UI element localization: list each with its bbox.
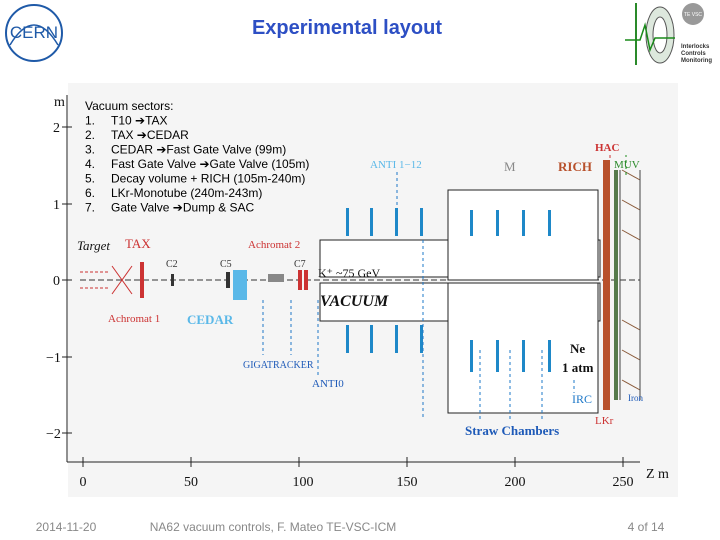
- y-label: 0: [53, 274, 60, 289]
- label: ANTI0: [312, 378, 344, 390]
- label: CEDAR: [187, 312, 234, 327]
- label: Achromat 2: [248, 239, 300, 251]
- item-text: Decay volume + RICH (105m-240m): [111, 172, 305, 186]
- y-label: 1: [53, 198, 60, 213]
- y-label: 2: [53, 121, 60, 136]
- item-text: TAX ➔CEDAR: [111, 128, 189, 142]
- logo-line: Controls: [681, 51, 706, 57]
- item-number: 6.: [85, 186, 95, 200]
- x-label: 250: [613, 475, 634, 490]
- label: Target: [77, 238, 110, 253]
- item-text: LKr-Monotube (240m-243m): [111, 186, 262, 200]
- item-number: 4.: [85, 157, 95, 171]
- item-number: 5.: [85, 172, 95, 186]
- footer-center: NA62 vacuum controls, F. Mateo TE-VSC-IC…: [150, 520, 397, 534]
- label: 1 atm: [562, 360, 594, 375]
- footer-page: 4 of 14: [628, 520, 665, 534]
- x-label: 0: [80, 475, 87, 490]
- x-label: 150: [397, 475, 418, 490]
- label: IRC: [572, 392, 592, 406]
- logo-line: Interlocks: [681, 44, 710, 50]
- label: C2: [166, 259, 178, 270]
- axis-unit: Z m: [646, 467, 669, 482]
- badge: TE VSC: [684, 12, 702, 18]
- label: MUV: [614, 159, 640, 171]
- x-label: 50: [184, 475, 198, 490]
- x-label: 100: [293, 475, 314, 490]
- label: C7: [294, 259, 306, 270]
- anti-counters: [346, 208, 551, 372]
- y-label: −1: [46, 351, 61, 366]
- footer-date: 2014-11-20: [36, 520, 97, 534]
- sectors-heading: Vacuum sectors:: [85, 99, 173, 113]
- axis-unit: m: [54, 95, 65, 110]
- item-text: Gate Valve ➔Dump & SAC: [111, 201, 255, 215]
- item-text: Fast Gate Valve ➔Gate Valve (105m): [111, 157, 309, 171]
- label: RICH: [558, 159, 592, 174]
- label: GIGATRACKER: [243, 360, 314, 371]
- label: TAX: [125, 236, 151, 251]
- cern-logo: CERN: [5, 4, 63, 62]
- label: VACUUM: [320, 293, 389, 310]
- label: ANTI 1−12: [370, 159, 422, 171]
- y-label: −2: [46, 427, 61, 442]
- item-text: T10 ➔TAX: [111, 114, 168, 128]
- title: Experimental layout: [252, 17, 442, 39]
- label: Achromat 1: [108, 313, 160, 325]
- label: M: [504, 159, 516, 174]
- te-logo: TE VSC Interlocks Controls Monitoring: [625, 3, 712, 65]
- x-label: 200: [505, 475, 526, 490]
- logo-text: CERN: [10, 23, 58, 42]
- item-number: 2.: [85, 128, 95, 142]
- leader-lines: [262, 155, 627, 420]
- label: HAC: [595, 142, 620, 154]
- item-number: 1.: [85, 114, 95, 128]
- item-number: 3.: [85, 143, 95, 157]
- label: Iron: [628, 393, 643, 403]
- label: C5: [220, 259, 232, 270]
- label: K⁺ ~75 GeV: [318, 266, 380, 280]
- label: Straw Chambers: [465, 423, 559, 438]
- label: LKr: [595, 415, 614, 427]
- item-text: CEDAR ➔Fast Gate Valve (99m): [111, 143, 286, 157]
- label: Ne: [570, 341, 585, 356]
- item-number: 7.: [85, 201, 95, 215]
- logo-line: Monitoring: [681, 58, 712, 64]
- axes: [62, 95, 640, 467]
